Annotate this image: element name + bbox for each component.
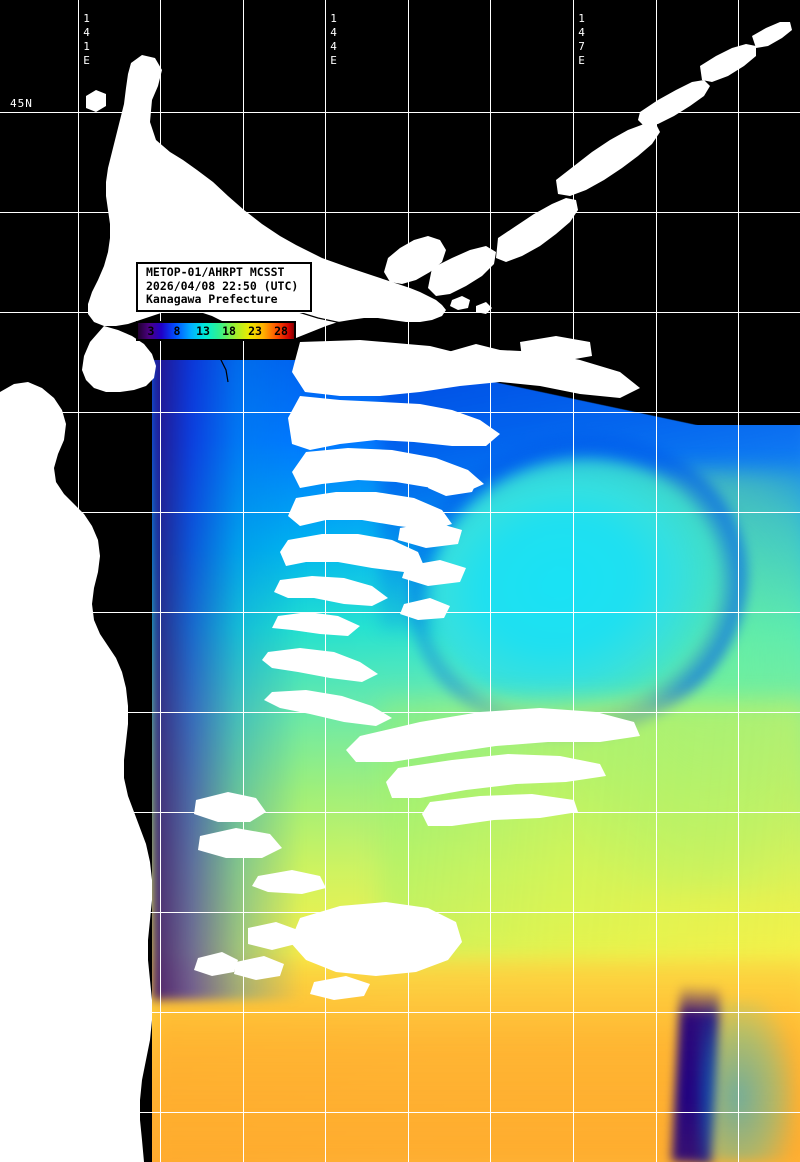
habomai-islands <box>476 302 492 314</box>
cloud-blob-v <box>402 560 466 586</box>
cloud-blob-m <box>248 922 298 950</box>
lat-line-42 <box>0 712 800 713</box>
cloud-band-diag-c <box>422 794 578 826</box>
cloud-band-f <box>274 576 388 606</box>
colorbar-tick-labels: 3 8 13 18 23 28 <box>138 323 294 339</box>
cloud-blob-j <box>194 792 266 822</box>
cloud-band-e <box>280 534 424 572</box>
lon-line-142 <box>243 0 244 1162</box>
urup-island <box>556 124 660 196</box>
lat-line-40-5 <box>0 1012 800 1013</box>
cloud-band-diag-a <box>346 708 640 762</box>
cloud-band-i <box>264 690 392 726</box>
cloud-blob-u <box>398 522 462 548</box>
lon-line-144 <box>325 0 326 1162</box>
lon-line-146 <box>490 0 491 1162</box>
sst-colorbar: 3 8 13 18 23 28 <box>136 320 296 341</box>
colorbar-tick-2: 13 <box>196 323 210 338</box>
lat-line-40 <box>0 1112 800 1113</box>
rebun-island <box>176 180 190 192</box>
lon-line-139 <box>78 0 79 1162</box>
colorbar-tick-1: 8 <box>173 323 181 338</box>
iturup-island <box>496 198 578 262</box>
lon-line-147 <box>573 0 574 1162</box>
sado-island <box>38 592 60 616</box>
cloud-band-g <box>272 612 360 636</box>
lat-line-44-5 <box>0 212 800 213</box>
lon-line-141 <box>160 0 161 1162</box>
cloud-blob-q <box>448 344 500 370</box>
lat-line-44 <box>0 312 800 313</box>
legend-line-station: Kanagawa Prefecture <box>146 292 278 306</box>
lat-line-43-5 <box>0 412 800 413</box>
small-island-west <box>10 912 32 932</box>
lon-label-141E: 141E <box>80 12 93 68</box>
colorbar-tick-3: 18 <box>222 323 236 338</box>
map-legend: METOP-01/AHRPT MCSST 2026/04/08 22:50 (U… <box>136 262 312 341</box>
cloud-blob-n <box>234 956 284 980</box>
kunashiri-island <box>428 246 496 296</box>
kuril-island-tip <box>752 22 792 48</box>
cloud-band-h <box>262 648 378 682</box>
lon-line-145 <box>408 0 409 1162</box>
cloud-blob-big <box>290 902 462 976</box>
legend-line-datetime: 2026/04/08 22:50 (UTC) <box>146 278 299 293</box>
colorbar-tick-4: 23 <box>248 323 262 338</box>
colorbar-tick-5: 28 <box>274 323 288 338</box>
cloud-blob-t <box>428 472 478 496</box>
lat-line-42-5 <box>0 612 800 613</box>
cloud-band-d <box>288 492 452 530</box>
rishiri-island <box>86 90 106 112</box>
lon-label-147E: 147E <box>575 12 588 68</box>
cloud-blob-w <box>400 598 450 620</box>
cloud-blob-l <box>252 870 326 894</box>
cloud-band-a <box>292 340 640 398</box>
lat-line-41 <box>0 912 800 913</box>
lon-line-149 <box>738 0 739 1162</box>
kuril-island-north-b <box>700 44 756 82</box>
lon-line-148 <box>656 0 657 1162</box>
cloud-blob-r <box>520 336 592 362</box>
lat-line-43 <box>0 512 800 513</box>
legend-line-satellite: METOP-01/AHRPT MCSST <box>146 265 285 279</box>
colorbar-tick-0: 3 <box>147 323 155 338</box>
shikotan-island <box>450 296 470 310</box>
legend-text-box: METOP-01/AHRPT MCSST 2026/04/08 22:50 (U… <box>136 262 312 312</box>
lat-line-41-5 <box>0 812 800 813</box>
cloud-blob-o <box>194 952 238 976</box>
sst-cold-streak-halo <box>700 1000 795 1162</box>
cloud-blob-s <box>364 412 410 434</box>
cloud-band-diag-b <box>386 754 606 798</box>
lat-line-45 <box>0 112 800 113</box>
lat-label-45N: 45N <box>10 97 33 110</box>
oshima-peninsula <box>82 326 156 392</box>
colorbar-gradient <box>138 322 294 339</box>
lon-label-144E: 144E <box>327 12 340 68</box>
oki-islands <box>0 1056 16 1070</box>
shiretoko-peninsula <box>384 236 446 284</box>
cloud-blob-k <box>198 828 282 858</box>
honshu-landmass <box>0 382 152 1162</box>
